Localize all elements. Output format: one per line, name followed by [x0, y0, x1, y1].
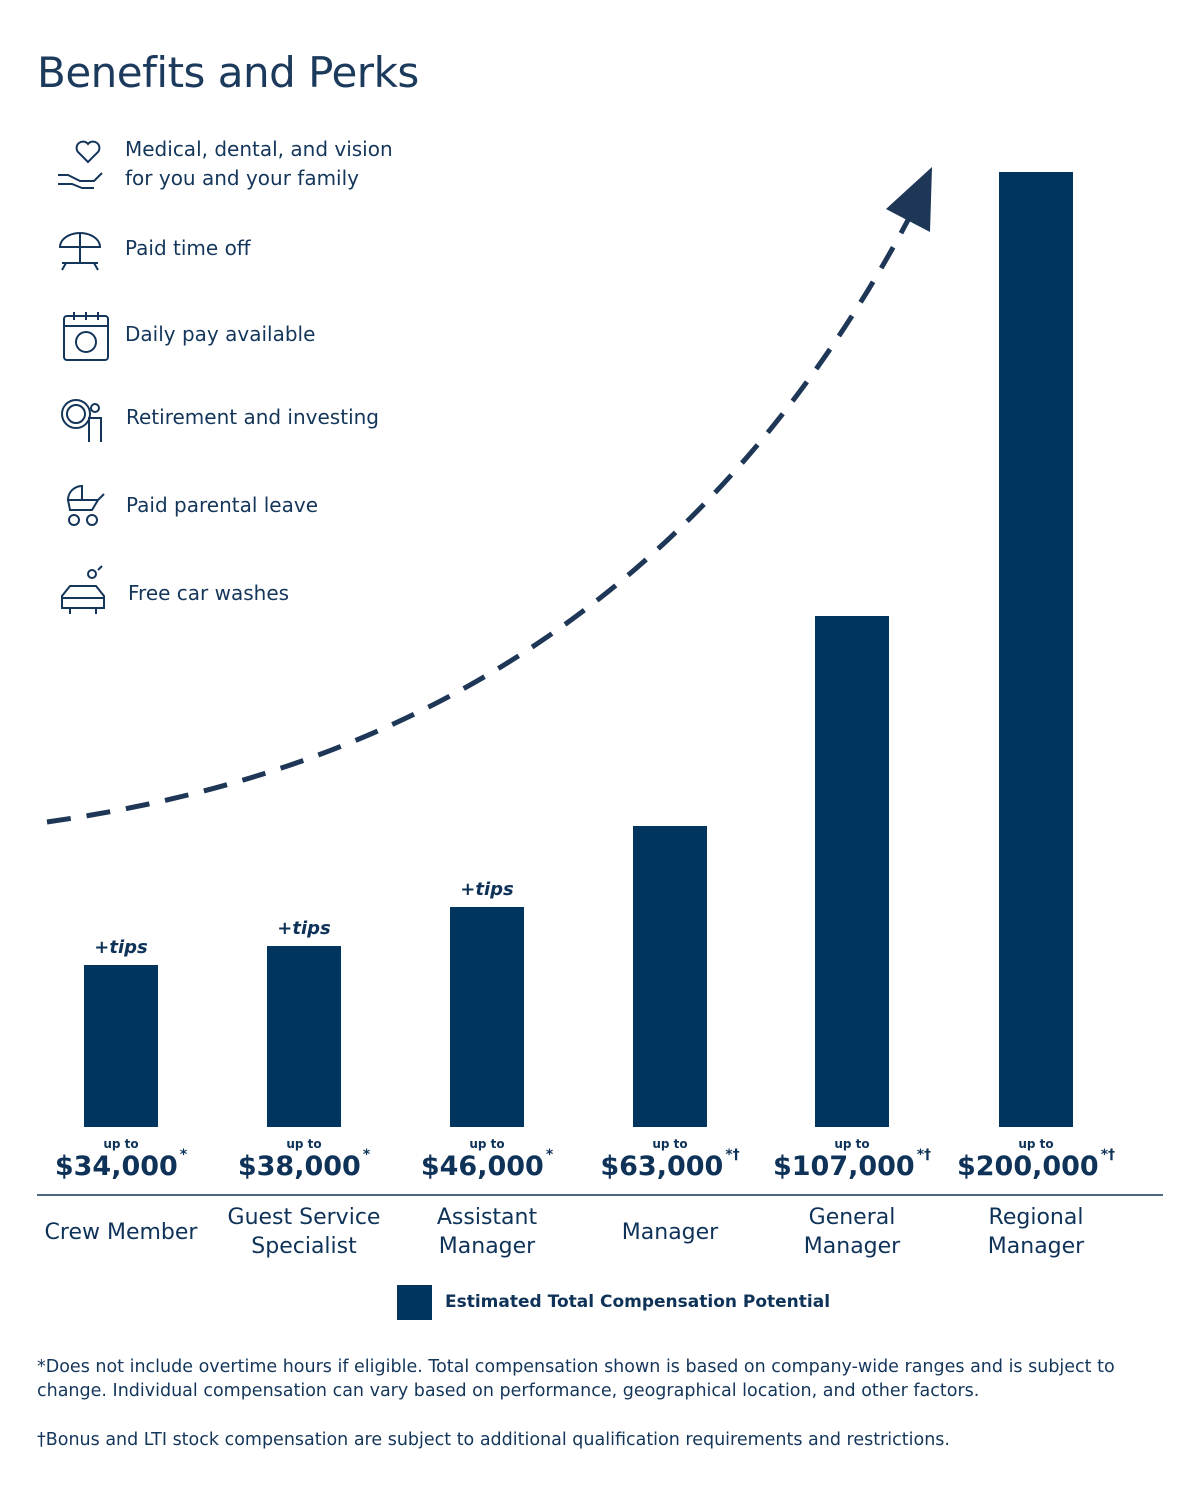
value-label-wrap: $38,000 *	[204, 1147, 404, 1182]
bar-annotation: +tips	[460, 879, 514, 901]
value-label-wrap: $46,000 *	[387, 1147, 587, 1182]
x-tick-label: Guest Service Specialist	[227, 1205, 381, 1259]
x-tick-label: Regional Manager	[987, 1205, 1085, 1259]
value-label: $63,000	[600, 1151, 724, 1182]
bar-annotation: +tips	[94, 936, 148, 958]
arrow-head	[886, 167, 932, 232]
value-label: $107,000	[772, 1151, 915, 1182]
value-prefix: up to	[286, 1137, 322, 1151]
value-label: $200,000	[956, 1151, 1099, 1182]
benefit-item: Medical, dental, and vision for you and …	[125, 137, 393, 190]
bar	[450, 907, 524, 1127]
value-label-wrap: $107,000 *†	[752, 1147, 952, 1182]
value-note: *	[179, 1147, 188, 1163]
value-note: *	[362, 1147, 371, 1163]
value-label: $38,000	[237, 1151, 361, 1182]
x-tick-label: Assistant Manager	[436, 1205, 538, 1259]
icon-stroller	[66, 484, 105, 526]
value-label-wrap: $63,000 *†	[570, 1147, 770, 1182]
value-label-wrap: $200,000 *†	[936, 1147, 1136, 1182]
icon-car	[61, 565, 105, 614]
benefit-item: Free car washes	[128, 581, 290, 605]
page-title: Benefits and Perks	[37, 48, 419, 97]
value-label: $34,000	[54, 1151, 178, 1182]
bar	[633, 826, 707, 1127]
growth-arrow	[46, 203, 919, 825]
legend-label: Estimated Total Compensation Potential	[445, 1292, 831, 1312]
bar	[999, 172, 1073, 1127]
value-note: *†	[1100, 1147, 1116, 1163]
x-tick-label: General Manager	[803, 1205, 901, 1259]
value-prefix: up to	[103, 1137, 139, 1151]
benefit-item: Paid time off	[125, 236, 251, 260]
bar-annotation: +tips	[277, 917, 331, 939]
icon-heart-hand	[58, 140, 103, 189]
value-note: *†	[725, 1147, 740, 1163]
value-note: *	[545, 1147, 554, 1163]
value-label: $46,000	[420, 1151, 544, 1182]
value-prefix: up to	[469, 1137, 505, 1151]
value-prefix: up to	[834, 1137, 870, 1151]
bar	[815, 616, 889, 1127]
value-prefix: up to	[1018, 1137, 1054, 1151]
benefit-item: Retirement and investing	[126, 405, 379, 429]
value-note: *†	[916, 1147, 932, 1163]
x-tick-label: Manager	[621, 1219, 719, 1245]
x-tick-label: Crew Member	[44, 1219, 198, 1245]
icon-retirement	[61, 399, 102, 442]
icon-umbrella	[58, 232, 102, 271]
bar	[84, 964, 158, 1127]
benefit-item: Daily pay available	[125, 322, 316, 346]
value-prefix: up to	[652, 1137, 688, 1151]
value-label-wrap: $34,000 *	[21, 1147, 221, 1182]
benefit-item: Paid parental leave	[126, 493, 319, 517]
legend-swatch	[397, 1285, 432, 1320]
bar	[267, 945, 341, 1127]
footnote: †Bonus and LTI stock compensation are su…	[37, 1430, 950, 1450]
icon-calendar	[63, 312, 109, 361]
footnote: *Does not include overtime hours if elig…	[37, 1357, 1115, 1401]
